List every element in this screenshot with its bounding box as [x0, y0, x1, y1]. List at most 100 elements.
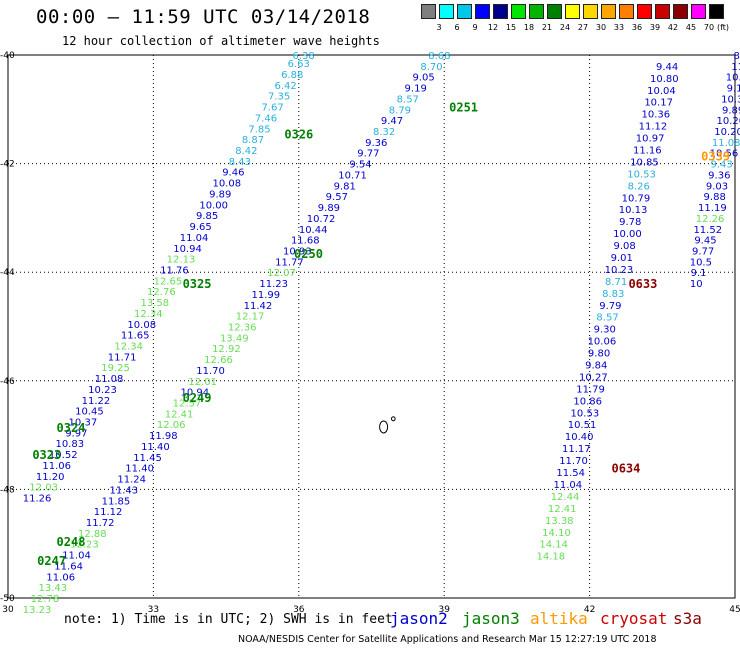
swh-value: 9.81: [334, 181, 356, 192]
color-swatch: [637, 4, 652, 19]
color-swatch: [547, 4, 562, 19]
swh-value: 11.76: [160, 265, 189, 276]
swh-value: 13.49: [220, 333, 249, 344]
page-title: 00:00 – 11:59 UTC 03/14/2018: [36, 6, 371, 28]
swh-value: 9.57: [326, 192, 348, 203]
swh-value: 8.87: [242, 135, 264, 146]
island-outline: [379, 420, 389, 434]
color-scale-tick: 12: [487, 23, 499, 32]
swh-value: 11.08: [712, 138, 740, 149]
swh-value: 6.42: [275, 81, 297, 92]
color-swatch: [655, 4, 670, 19]
color-swatch: [529, 4, 544, 19]
swh-value: 11.04: [554, 480, 583, 491]
legend-altika: altika: [530, 609, 588, 628]
swh-value: 10.08: [127, 320, 156, 331]
swh-value: 9.47: [381, 116, 403, 127]
color-swatch: [475, 4, 490, 19]
swh-value: 10.00: [613, 229, 642, 240]
swh-value: 12.57: [173, 399, 202, 410]
swh-value: 8.99: [734, 51, 740, 62]
swh-value: 10.53: [571, 408, 600, 419]
color-scale-tick: 9: [472, 23, 478, 32]
swh-value: 9.54: [349, 160, 371, 171]
swh-value: 7.46: [255, 113, 277, 124]
swh-value: 10.04: [647, 86, 676, 97]
color-scale-tick: 30: [595, 23, 607, 32]
swh-value: 9.19: [405, 84, 427, 95]
swh-value: 10.30: [721, 94, 740, 105]
swh-value: 8.43: [229, 157, 251, 168]
swh-value: 11.12: [639, 122, 668, 133]
color-scale-tick: 42: [667, 23, 679, 32]
swh-value: 11.40: [141, 442, 170, 453]
color-scale-tick: 21: [541, 23, 553, 32]
swh-value: 11.26: [23, 494, 52, 505]
swh-value: 6.88: [281, 70, 303, 81]
swh-value: 8.70: [420, 62, 442, 73]
swh-value: 12.36: [228, 323, 257, 334]
swh-value: 8.57: [596, 313, 618, 324]
swh-value: 9.89: [209, 189, 231, 200]
swh-value: 14.18: [537, 552, 566, 563]
swh-value: 9.89: [318, 203, 340, 214]
swh-value: 7.85: [248, 124, 270, 135]
swh-value: 11.23: [259, 279, 288, 290]
swh-value: 11.04: [180, 233, 209, 244]
color-swatch: [493, 4, 508, 19]
swh-value: 14.10: [542, 528, 571, 539]
swh-value: 8.57: [397, 94, 419, 105]
swh-value: 10.37: [69, 418, 98, 429]
swh-value: 10.97: [636, 134, 665, 145]
swh-value: 10.08: [212, 179, 241, 190]
swh-value: 19.25: [101, 363, 130, 374]
swh-value: 10.71: [338, 170, 367, 181]
pass-number-label: 0325: [183, 277, 212, 291]
legend-jason3: jason3: [462, 609, 520, 628]
color-scale-tick: 24: [559, 23, 571, 32]
swh-value: 10: [690, 279, 703, 290]
swh-value: 10.53: [627, 169, 656, 180]
color-swatch: [439, 4, 454, 19]
swh-value: 8.26: [628, 181, 650, 192]
color-swatch: [583, 4, 598, 19]
swh-value: 10.00: [199, 200, 228, 211]
swh-value: 10.27: [579, 372, 608, 383]
swh-value: 12.41: [548, 504, 577, 515]
swh-value: 10.45: [75, 407, 104, 418]
swh-value: 10.79: [622, 193, 651, 204]
swh-value: 8.42: [235, 146, 257, 157]
swh-value: 9.36: [708, 170, 730, 181]
color-scale-tick: 18: [523, 23, 535, 32]
swh-value: 10.83: [55, 439, 84, 450]
swh-value: 12.07: [267, 268, 296, 279]
swh-value: 10.20: [714, 127, 740, 138]
swh-value: 12.76: [147, 287, 176, 298]
swh-value: 11.54: [556, 468, 585, 479]
swh-value: 10.23: [88, 385, 117, 396]
pass-number-label: 0324: [57, 421, 86, 435]
legend-jason2: jason2: [390, 609, 448, 628]
color-swatch: [673, 4, 688, 19]
color-swatch: [709, 4, 724, 19]
swh-value: 9.08: [613, 241, 635, 252]
legend-cryosat: cryosat: [600, 609, 668, 628]
swh-value: 8.71: [605, 277, 627, 288]
swh-value: 10.72: [307, 214, 336, 225]
swh-value: 9.80: [588, 349, 610, 360]
swh-value: 9.1: [691, 268, 707, 279]
swh-value: 11.70: [196, 366, 225, 377]
legend-s3a: s3a: [673, 609, 702, 628]
swh-value: 12.34: [134, 309, 163, 320]
swh-value: 10.85: [630, 157, 659, 168]
swh-value: 10.36: [641, 110, 670, 121]
swh-value: 10.93: [283, 246, 312, 257]
swh-value: 11.06: [42, 461, 71, 472]
y-tick-label: -48: [0, 485, 15, 495]
swh-value: 10.44: [299, 225, 328, 236]
swh-value: 12.26: [696, 214, 725, 225]
color-scale-tick: 33: [613, 23, 625, 32]
swh-value: 12.92: [212, 344, 241, 355]
swh-value: 11.79: [576, 384, 605, 395]
swh-value: 9.43: [710, 160, 732, 171]
